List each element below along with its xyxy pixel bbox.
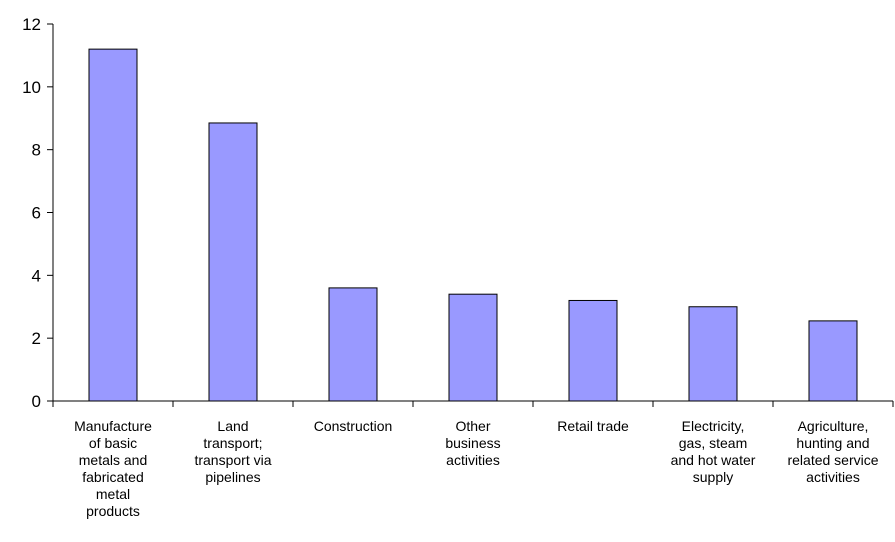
- y-tick-label: 4: [32, 266, 41, 285]
- bar: [208, 122, 258, 402]
- y-tick-label: 2: [32, 329, 41, 348]
- y-tick-label: 12: [22, 15, 41, 34]
- y-tick-label: 0: [32, 392, 41, 411]
- x-tick-label: Other business activities: [445, 418, 501, 468]
- x-tick-label: Land transport; transport via pipelines: [194, 418, 272, 485]
- bar: [88, 48, 138, 402]
- bars-group: [88, 48, 858, 402]
- x-tick-label: Electricity, gas, steam and hot water su…: [670, 418, 756, 485]
- y-tick-label: 8: [32, 141, 41, 160]
- y-tick-label: 6: [32, 204, 41, 223]
- x-tick-label: Retail trade: [557, 418, 629, 434]
- bar: [568, 299, 618, 402]
- bar: [328, 287, 378, 402]
- bar: [448, 293, 498, 402]
- bar: [808, 320, 858, 402]
- y-axis-ticks: 0 2 4 6 8 10 12: [22, 15, 53, 411]
- x-tick-label: Agriculture, hunting and related service…: [787, 418, 879, 485]
- x-tick-label: Manufacture of basic metals and fabricat…: [74, 418, 152, 519]
- y-tick-label: 10: [22, 78, 41, 97]
- bar: [688, 306, 738, 402]
- x-tick-label: Construction: [313, 418, 393, 434]
